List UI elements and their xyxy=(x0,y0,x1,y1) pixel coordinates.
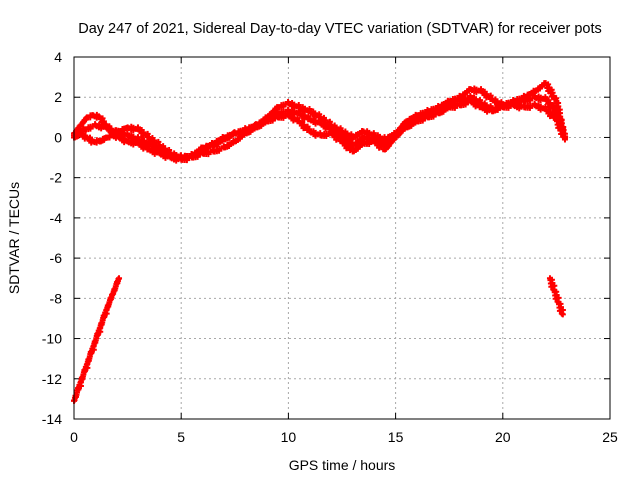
series-satellite-arc-c xyxy=(71,92,566,162)
x-tick-labels: 0 5 10 15 20 25 xyxy=(70,429,618,445)
y-tick-label: -14 xyxy=(42,411,62,427)
trace-marker xyxy=(104,302,111,309)
y-axis-label: SDTVAR / TECUs xyxy=(6,182,22,294)
x-axis-label: GPS time / hours xyxy=(289,457,396,473)
chart-title: Day 247 of 2021, Sidereal Day-to-day VTE… xyxy=(78,21,602,37)
data-point xyxy=(559,128,566,135)
series-falling-arc-right xyxy=(546,275,566,318)
trace-marker xyxy=(107,295,114,302)
y-tick-label: -12 xyxy=(42,371,62,387)
grid-lines xyxy=(74,57,610,419)
tick-marks xyxy=(73,56,611,420)
data-point xyxy=(561,136,568,143)
x-tick-label: 10 xyxy=(281,429,297,445)
x-tick-label: 15 xyxy=(388,429,404,445)
plot-frame xyxy=(73,56,611,420)
y-tick-label: 4 xyxy=(54,49,62,65)
trace-marker xyxy=(72,392,79,399)
x-tick-label: 20 xyxy=(495,429,511,445)
y-tick-label: -4 xyxy=(50,210,63,226)
x-tick-label: 5 xyxy=(177,429,185,445)
trace-marker xyxy=(113,279,120,286)
data-point xyxy=(559,311,566,318)
trace-marker xyxy=(98,320,105,327)
series-satellite-arc-b xyxy=(71,92,568,164)
y-tick-label: -2 xyxy=(50,170,63,186)
y-tick-label: 2 xyxy=(54,89,62,105)
y-tick-label: 0 xyxy=(54,129,62,145)
y-tick-labels: 4 2 0 -2 -4 -6 -8 -10 -12 -14 xyxy=(42,49,62,427)
y-tick-label: -8 xyxy=(50,290,63,306)
trace-marker xyxy=(78,374,85,381)
y-tick-label: -6 xyxy=(50,250,63,266)
trace-marker xyxy=(85,356,92,363)
x-tick-label: 0 xyxy=(70,429,78,445)
trace-marker xyxy=(111,286,118,293)
trace-marker xyxy=(91,338,98,345)
y-tick-label: -10 xyxy=(42,331,62,347)
series-rising-arc-left xyxy=(71,275,123,404)
data-point xyxy=(116,275,123,282)
data-points xyxy=(71,80,569,404)
x-tick-label: 25 xyxy=(602,429,618,445)
